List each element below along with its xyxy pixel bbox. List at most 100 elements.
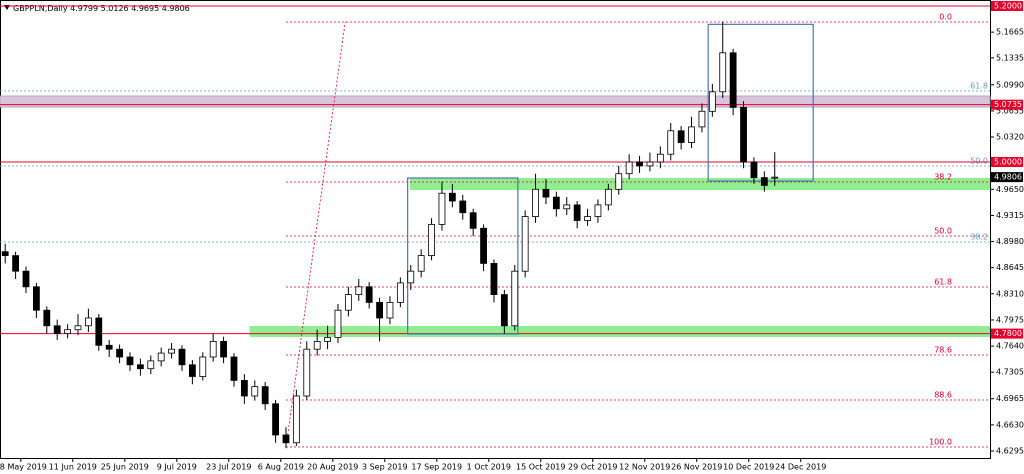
y-tick-label: 4.6965	[996, 394, 1024, 403]
candle-body	[771, 176, 779, 179]
fib-label: 50.0	[934, 227, 952, 236]
level-tag	[991, 157, 1023, 168]
candle-body	[344, 294, 352, 311]
candle-body	[532, 188, 539, 217]
y-tick-label: 5.1335	[996, 53, 1024, 62]
x-tick-label: 25 Jun 2019	[101, 463, 149, 472]
y-tick-label: 4.7640	[996, 342, 1024, 351]
candle-body	[1, 251, 9, 256]
fib-label: 50.0	[970, 156, 988, 165]
candle-body	[116, 348, 123, 358]
candle-body	[552, 196, 560, 210]
fib-label: 88.6	[934, 390, 952, 399]
candle-body	[282, 434, 290, 444]
y-tick-label: 5.1665	[996, 28, 1024, 37]
candle-body	[32, 286, 40, 311]
fib-label: 61.8	[970, 82, 988, 91]
box	[407, 177, 519, 335]
box	[707, 23, 814, 182]
x-tick-label: 10 Dec 2019	[723, 463, 774, 472]
x-tick-label: 28 May 2019	[0, 463, 47, 472]
fib-label: 0.0	[939, 12, 952, 21]
header: GBPPLN,Daily 4.9799 5.0126 4.9695 4.9806	[13, 4, 190, 13]
x-tick-label: 20 Aug 2019	[307, 463, 358, 472]
candle-body	[646, 161, 654, 167]
candle-body	[573, 204, 581, 221]
y-tick-label: 4.8980	[996, 237, 1024, 246]
x-tick-label: 12 Nov 2019	[619, 463, 670, 472]
y-tick-label: 5.0990	[996, 80, 1024, 89]
y-tick-label: 4.7305	[996, 368, 1024, 377]
candle-body	[220, 340, 227, 358]
candle-body	[178, 348, 186, 366]
candle-body	[53, 325, 61, 334]
level-tag	[991, 1, 1023, 12]
candle-body	[313, 340, 321, 350]
zone	[0, 95, 991, 108]
x-tick-label: 26 Nov 2019	[671, 463, 722, 472]
candle-body	[740, 107, 747, 163]
candle-body	[188, 364, 196, 377]
y-tick-label: 5.0320	[996, 133, 1024, 142]
candle-body	[95, 317, 103, 346]
y-tick-label: 4.8310	[996, 289, 1024, 298]
y-tick-label: 4.8645	[996, 263, 1024, 272]
x-tick-label: 24 Dec 2019	[775, 463, 826, 472]
candle-body	[708, 91, 716, 112]
candle-body	[230, 356, 238, 381]
x-tick-label: 6 Aug 2019	[258, 463, 304, 472]
candle-body	[303, 348, 311, 397]
price-tag-label: 4.9806	[994, 173, 1022, 182]
zone	[409, 177, 990, 191]
candle-body	[417, 255, 425, 272]
candle-body	[209, 340, 217, 358]
candle-body	[324, 337, 331, 342]
fib-label: 38.2	[970, 233, 988, 242]
y-tick-label: 4.6630	[996, 420, 1024, 429]
candle-body	[12, 255, 19, 272]
y-tick-label: 4.9315	[996, 211, 1024, 220]
candle-body	[760, 177, 768, 186]
x-tick-label: 11 Jun 2019	[49, 463, 97, 472]
candle-body	[459, 200, 467, 214]
candle-body	[667, 130, 675, 155]
candle-body	[677, 130, 685, 143]
candle-body	[43, 309, 51, 327]
candle-body	[407, 270, 415, 284]
candle-body	[480, 227, 487, 264]
fib-label: 38.2	[934, 172, 952, 181]
candle-body	[584, 216, 591, 221]
candle-body	[261, 386, 269, 405]
candle-body	[490, 262, 498, 295]
candle-body	[521, 216, 529, 272]
candle-body	[376, 301, 383, 319]
candle-body	[272, 403, 279, 436]
y-tick-label: 4.9650	[996, 185, 1024, 194]
x-tick-label: 15 Oct 2019	[516, 463, 565, 472]
candle-body	[292, 395, 300, 444]
price-tag	[991, 172, 1023, 183]
candle-body	[84, 317, 92, 327]
candle-body	[542, 188, 550, 198]
candle-body	[22, 270, 30, 288]
level-tag-label: 5.2000	[994, 2, 1022, 11]
candle-body	[126, 356, 134, 366]
level-tag-label: 5.0000	[994, 158, 1022, 167]
x-tick-label: 17 Sep 2019	[411, 463, 462, 472]
level-tag	[991, 328, 1023, 339]
candle-body	[147, 360, 155, 370]
candle-body	[438, 192, 446, 225]
zone	[249, 326, 990, 338]
candle-body	[168, 348, 175, 354]
x-tick-label: 29 Oct 2019	[568, 463, 617, 472]
candle-body	[469, 212, 477, 229]
x-tick-label: 23 Jul 2019	[206, 463, 251, 472]
candle-body	[500, 294, 508, 327]
candle-body	[594, 204, 602, 217]
y-tick-label: 4.7975	[996, 315, 1024, 324]
fib-label: 78.6	[934, 345, 952, 354]
candle-body	[604, 188, 612, 206]
trendline	[285, 21, 346, 448]
y-tick-label: 5.0655	[996, 106, 1024, 115]
